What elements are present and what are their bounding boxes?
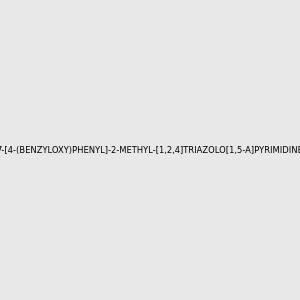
Text: 7-[4-(BENZYLOXY)PHENYL]-2-METHYL-[1,2,4]TRIAZOLO[1,5-A]PYRIMIDINE: 7-[4-(BENZYLOXY)PHENYL]-2-METHYL-[1,2,4]…: [0, 146, 300, 154]
